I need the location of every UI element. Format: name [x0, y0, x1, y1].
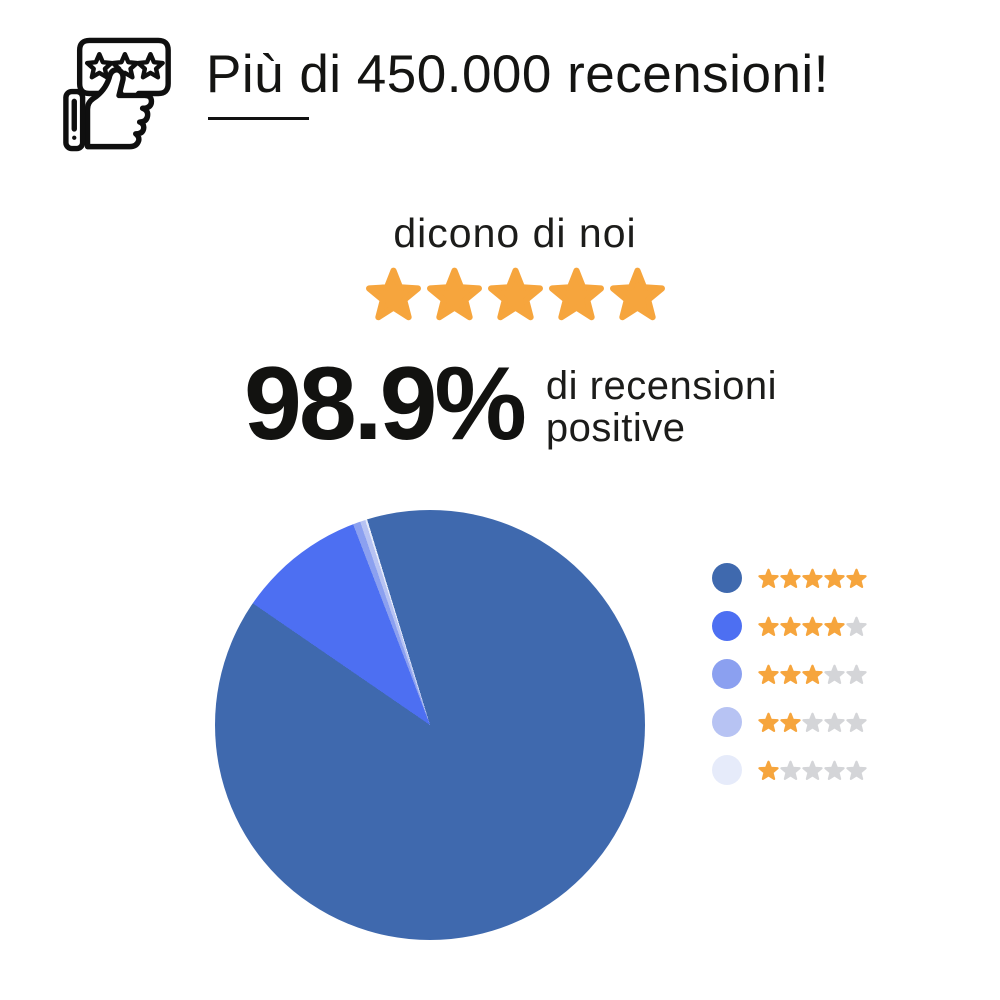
- star-filled-icon: [758, 568, 779, 588]
- legend-color-dot: [712, 755, 742, 785]
- page-title: Più di 450.000 recensioni!: [206, 45, 829, 104]
- star-filled-icon: [824, 568, 845, 588]
- legend-row-1-star: [712, 755, 868, 785]
- star-empty-icon: [824, 760, 845, 780]
- stat-label-line1: di recensioni: [545, 364, 777, 408]
- star-empty-icon: [846, 712, 867, 732]
- legend-color-dot: [712, 563, 742, 593]
- star-empty-icon: [846, 760, 867, 780]
- legend-color-dot: [712, 611, 742, 641]
- star-filled-icon: [548, 267, 604, 321]
- legend-star-rating: [758, 712, 868, 733]
- star-empty-icon: [824, 712, 845, 732]
- star-empty-icon: [846, 616, 867, 636]
- star-filled-icon: [758, 760, 779, 780]
- legend-color-dot: [712, 707, 742, 737]
- five-star-rating: [30, 266, 1000, 328]
- title-underline: [208, 117, 309, 120]
- star-filled-icon: [780, 616, 801, 636]
- stat-label: di recensioni positive: [545, 364, 777, 450]
- star-filled-icon: [802, 664, 823, 684]
- star-filled-icon: [365, 267, 421, 321]
- pie-legend: [712, 563, 868, 803]
- legend-star-rating: [758, 616, 868, 637]
- cuff-exclamation-dot: [72, 135, 77, 140]
- star-filled-icon: [780, 712, 801, 732]
- star-empty-icon: [802, 760, 823, 780]
- star-filled-icon: [758, 712, 779, 732]
- legend-star-rating: [758, 760, 868, 781]
- star-empty-icon: [780, 760, 801, 780]
- star-empty-icon: [802, 712, 823, 732]
- legend-row-2-star: [712, 707, 868, 737]
- legend-color-dot: [712, 659, 742, 689]
- legend-row-4-star: [712, 611, 868, 641]
- star-filled-icon: [609, 267, 665, 321]
- subtitle: dicono di noi: [393, 210, 637, 256]
- star-filled-icon: [780, 664, 801, 684]
- star-filled-icon: [802, 616, 823, 636]
- stat-label-line2: positive: [545, 405, 686, 450]
- star-empty-icon: [846, 664, 867, 684]
- star-filled-icon: [758, 664, 779, 684]
- legend-star-rating: [758, 568, 868, 589]
- legend-row-5-star: [712, 563, 868, 593]
- star-filled-icon: [780, 568, 801, 588]
- star-filled-icon: [802, 568, 823, 588]
- star-filled-icon: [846, 568, 867, 588]
- star-filled-icon: [426, 267, 482, 321]
- star-filled-icon: [824, 616, 845, 636]
- legend-row-3-star: [712, 659, 868, 689]
- thumb-hand: [84, 67, 155, 150]
- positive-reviews-stat: 98.9% di recensioni positive: [244, 352, 777, 456]
- review-thumbs-up-icon: [60, 32, 178, 156]
- legend-star-rating: [758, 664, 868, 685]
- star-empty-icon: [824, 664, 845, 684]
- stat-value: 98.9%: [244, 346, 527, 462]
- star-filled-icon: [487, 267, 543, 321]
- star-filled-icon: [758, 616, 779, 636]
- reviews-pie-chart: [215, 510, 645, 940]
